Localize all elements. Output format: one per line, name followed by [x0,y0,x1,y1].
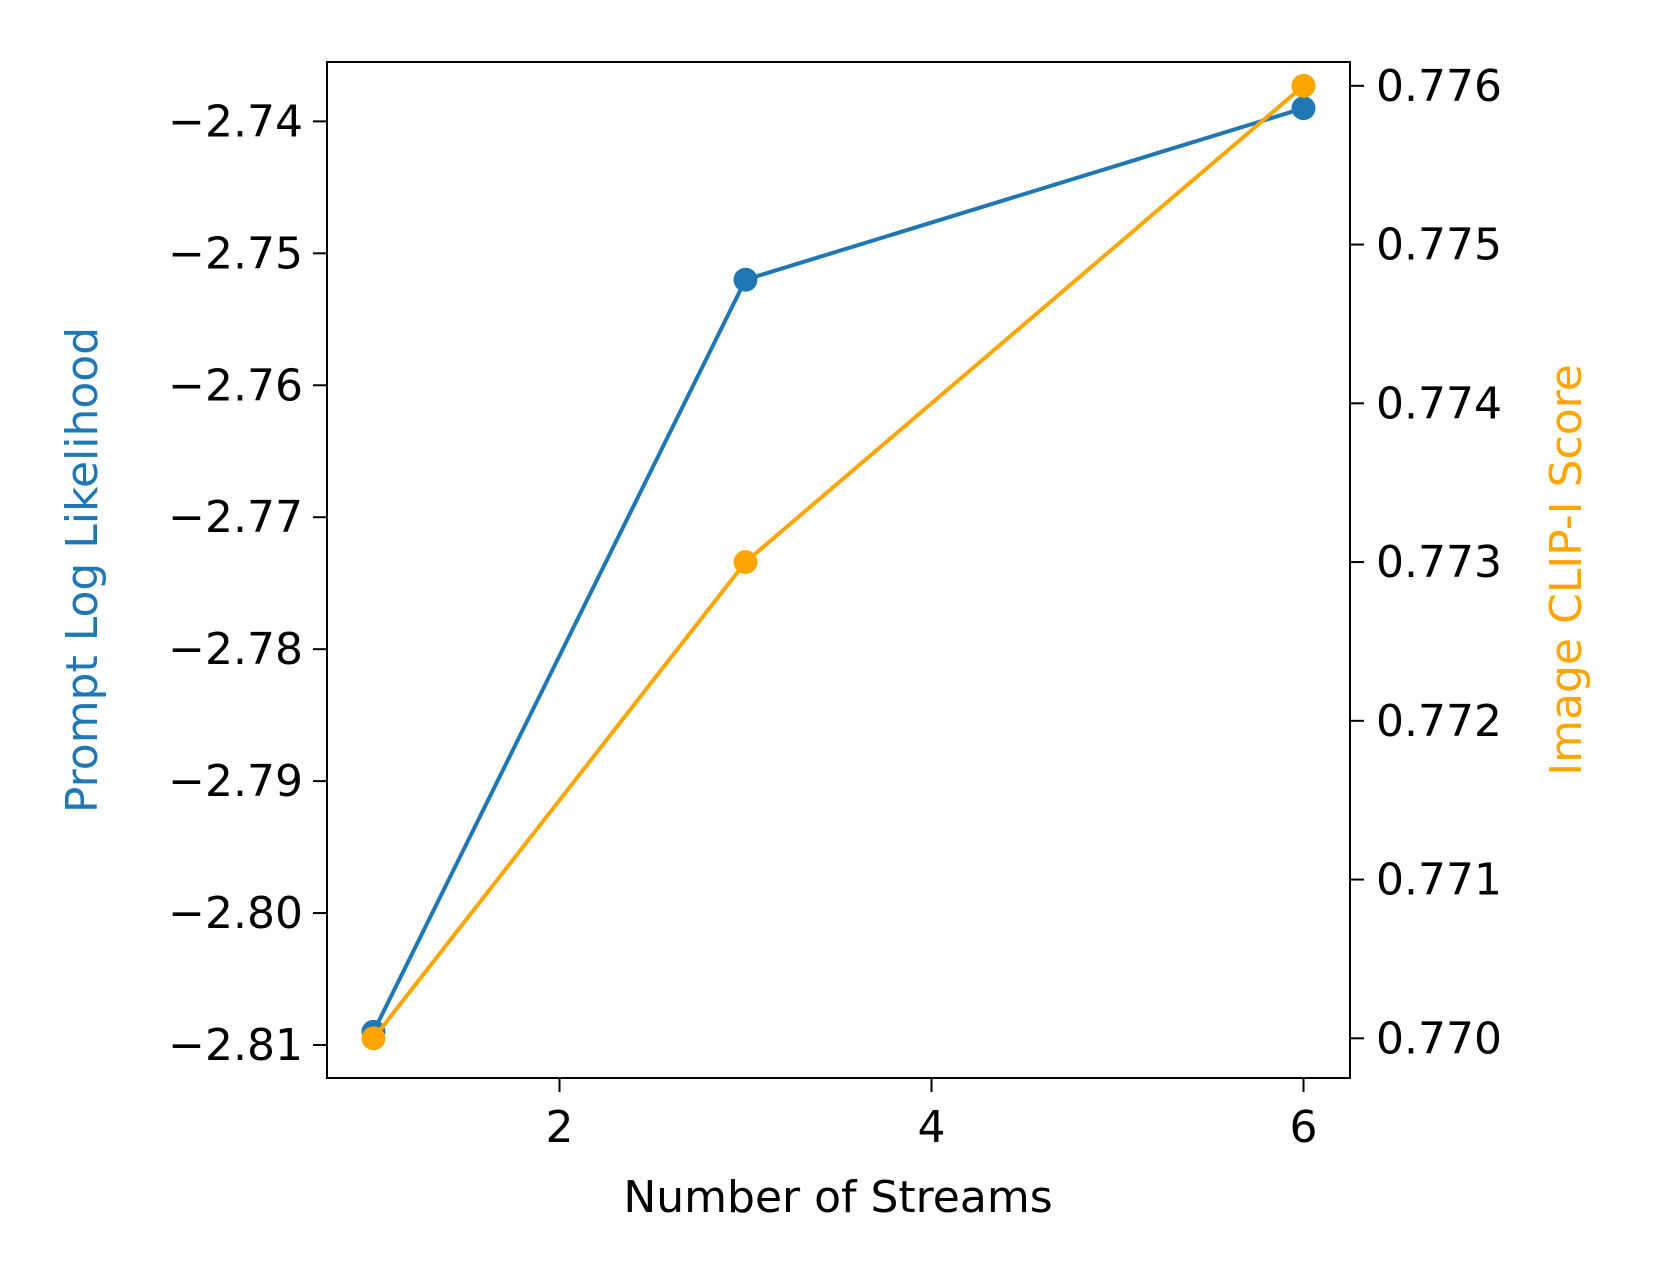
left-tick-label: −2.75 [168,228,303,279]
left-tick-label: −2.80 [168,888,303,939]
x-tick-label: 6 [1290,1102,1318,1153]
left-tick-label: −2.79 [168,756,303,807]
left-tick-label: −2.77 [168,492,303,543]
left-axis-ticks: −2.74 −2.75 −2.76 −2.77 −2.78 −2.79 −2.80 −2.81 [168,96,327,1071]
right-tick-label: 0.772 [1376,696,1502,747]
right-axis-label: Image CLIP-I Score [1541,364,1592,776]
left-tick-label: −2.74 [168,96,303,147]
left-axis-series-point [733,267,758,292]
right-tick-label: 0.775 [1376,220,1502,271]
right-tick-label: 0.773 [1376,537,1502,588]
right-tick-label: 0.776 [1376,61,1502,112]
right-axis-ticks: 0.776 0.775 0.774 0.773 0.772 0.771 0.770 [1350,61,1502,1064]
series-layer [361,73,1316,1051]
right-tick-label: 0.770 [1376,1013,1502,1064]
right-axis-series-point [733,550,758,575]
x-tick-label: 4 [918,1102,946,1153]
x-axis-ticks: 2 4 6 [546,1078,1318,1153]
left-tick-label: −2.78 [168,624,303,675]
left-axis-series-point [1291,96,1316,121]
x-tick-label: 2 [546,1102,574,1153]
right-axis-series-point [1291,73,1316,98]
left-tick-label: −2.76 [168,360,303,411]
right-tick-label: 0.774 [1376,378,1502,429]
left-tick-label: −2.81 [168,1020,303,1071]
plot-frame [326,61,1351,1079]
right-tick-label: 0.771 [1376,855,1502,906]
x-axis-label: Number of Streams [623,1172,1052,1223]
left-axis-label: Prompt Log Likelihood [57,327,108,813]
right-axis-series-point [361,1026,386,1051]
